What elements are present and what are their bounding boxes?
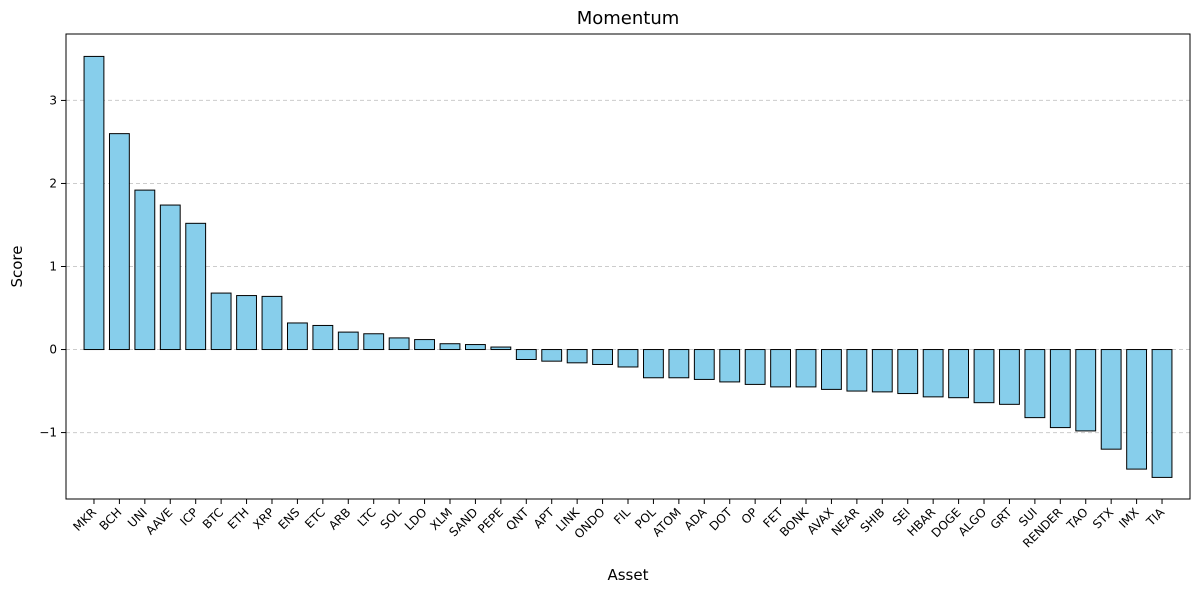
bar-sand (465, 344, 486, 351)
x-axis-label: Asset (607, 566, 648, 584)
x-tick-label-ldo: LDO (402, 505, 430, 533)
bar-op (744, 349, 766, 385)
x-tick-label-xrp: XRP (250, 505, 277, 532)
x-tick-label-arb: ARB (326, 505, 353, 532)
bar-ens (286, 322, 308, 351)
x-tick-label-qnt: QNT (503, 505, 532, 534)
x-tick-label-ens: ENS (276, 505, 303, 532)
x-tick-label-bonk: BONK (777, 504, 812, 539)
bar-ada (693, 349, 715, 380)
bar-pol (643, 349, 664, 379)
chart-title: Momentum (577, 8, 680, 29)
y-tick-label: 0 (49, 343, 57, 357)
bar-doge (948, 349, 970, 399)
x-tick-label-near: NEAR (829, 505, 862, 538)
x-tick-label-mkr: MKR (70, 505, 99, 534)
x-tick-label-pepe: PEPE (475, 505, 506, 536)
bar-mkr (83, 55, 105, 351)
bar-hbar (922, 349, 944, 398)
bar-pepe (490, 346, 512, 351)
bar-render (1049, 349, 1071, 429)
bar-dot (719, 349, 741, 383)
x-tick-label-stx: STX (1090, 505, 1116, 531)
x-tick-label-atom: ATOM (650, 505, 684, 539)
bar-sol (388, 337, 410, 351)
x-tick-label-icp: ICP (177, 505, 200, 528)
bar-atom (668, 349, 690, 379)
x-tick-label-tao: TAO (1063, 505, 1090, 532)
bar-ondo (592, 349, 613, 365)
x-tick-label-op: OP (739, 505, 761, 527)
bar-tao (1075, 349, 1097, 432)
x-tick-label-eth: ETH (225, 505, 252, 532)
bar-qnt (515, 349, 537, 360)
x-tick-label-grt: GRT (988, 505, 1015, 532)
bar-tia (1151, 349, 1173, 478)
bar-shib (871, 349, 893, 393)
y-tick-label: 2 (49, 176, 57, 190)
bar-fil (617, 349, 639, 368)
bar-fet (770, 349, 791, 388)
y-tick-label: 3 (49, 93, 57, 107)
y-axis-label: Score (8, 245, 26, 287)
grid-lines (66, 99, 1190, 434)
bar-ltc (363, 333, 385, 351)
x-tick-label-fil: FIL (611, 505, 633, 527)
bar-link (566, 349, 588, 364)
bar-xrp (261, 295, 283, 351)
bar-eth (236, 295, 257, 351)
bar-grt (999, 349, 1020, 405)
x-tick-label-bch: BCH (97, 505, 125, 533)
bar-imx (1126, 349, 1148, 470)
bar-icp (185, 222, 207, 351)
bar-arb (337, 331, 359, 351)
bar-ldo (414, 339, 435, 351)
x-tick-label-tia: TIA (1143, 505, 1168, 530)
x-tick-label-dot: DOT (707, 505, 736, 534)
x-tick-label-ltc: LTC (355, 505, 379, 529)
bar-sei (897, 349, 919, 395)
x-tick-label-ada: ADA (682, 505, 710, 533)
x-tick-label-etc: ETC (302, 505, 328, 531)
x-tick-label-sol: SOL (378, 505, 405, 532)
bar-sui (1024, 349, 1046, 419)
bar-avax (821, 349, 842, 390)
y-tick-label: 1 (49, 260, 57, 274)
bar-xlm (439, 343, 461, 351)
x-tick-label-imx: IMX (1116, 505, 1142, 531)
x-tick-label-sand: SAND (446, 505, 480, 539)
bar-bonk (795, 349, 817, 388)
bar-etc (312, 324, 334, 351)
bars (83, 55, 1173, 478)
bar-algo (973, 349, 995, 404)
bar-uni (134, 189, 156, 351)
x-tick-label-algo: ALGO (955, 505, 989, 539)
x-tick-label-doge: DOGE (929, 505, 964, 540)
bar-apt (541, 349, 563, 362)
bar-btc (210, 292, 232, 351)
x-tick-label-shib: SHIB (857, 505, 887, 535)
y-axis-ticks: −1 0 1 2 3 (39, 93, 66, 440)
y-tick-label: −1 (39, 426, 57, 440)
bar-near (846, 349, 868, 392)
x-tick-label-apt: APT (531, 505, 557, 531)
bar-bch (108, 133, 130, 351)
bar-stx (1100, 349, 1122, 450)
bar-aave (159, 204, 181, 351)
x-tick-label-aave: AAVE (143, 505, 175, 537)
x-tick-label-btc: BTC (200, 505, 226, 531)
